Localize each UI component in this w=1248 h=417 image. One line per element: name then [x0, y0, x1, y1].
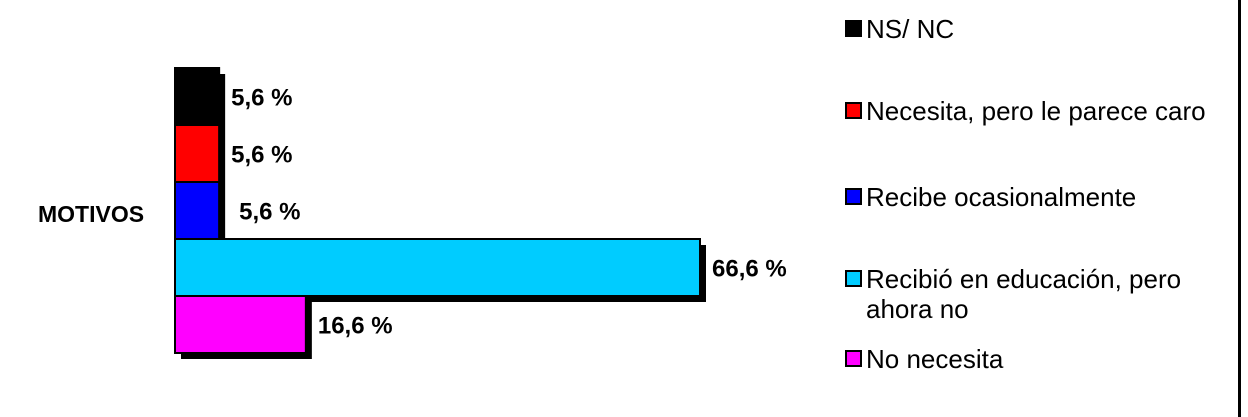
bar-series-2 — [174, 181, 221, 240]
legend-label-recibio-educacion: Recibió en educación, pero ahora no — [866, 264, 1182, 324]
bar-series-0 — [174, 67, 221, 126]
legend-swatch-recibio-educacion — [845, 270, 862, 287]
legend-label-necesita-caro: Necesita, pero le parece caro — [866, 96, 1206, 126]
legend-swatch-no-necesita — [845, 350, 862, 367]
bar-series-1 — [174, 124, 221, 183]
legend-swatch-recibe-ocasionalmente — [845, 188, 862, 205]
legend-item-recibe-ocasionalmente: Recibe ocasionalmente — [845, 182, 1235, 212]
legend-label-no-necesita: No necesita — [866, 344, 1004, 374]
data-label-series-3: 66,6 % — [712, 256, 787, 283]
legend-item-necesita-caro: Necesita, pero le parece caro — [845, 96, 1235, 126]
bar-series-4 — [174, 295, 307, 354]
data-label-series-0: 5,6 % — [231, 85, 292, 112]
legend-label-ns-nc: NS/ NC — [866, 14, 955, 44]
legend-swatch-necesita-caro — [845, 102, 862, 119]
category-label-motivos: MOTIVOS — [38, 201, 144, 227]
bar-series-3 — [174, 238, 701, 297]
right-border-line — [1238, 0, 1241, 417]
legend-item-no-necesita: No necesita — [845, 344, 1235, 374]
legend-swatch-ns-nc — [845, 20, 862, 37]
data-label-series-2: 5,6 % — [239, 199, 300, 226]
legend-item-ns-nc: NS/ NC — [845, 14, 1235, 44]
bars-group: 5,6 % 5,6 % 5,6 % 66,6 % 16,6 % — [174, 67, 787, 359]
legend-item-recibio-educacion: Recibió en educación, pero ahora no — [845, 264, 1235, 324]
data-label-series-4: 16,6 % — [318, 313, 393, 340]
data-label-series-1: 5,6 % — [231, 142, 292, 169]
legend-label-recibe-ocasionalmente: Recibe ocasionalmente — [866, 182, 1137, 212]
